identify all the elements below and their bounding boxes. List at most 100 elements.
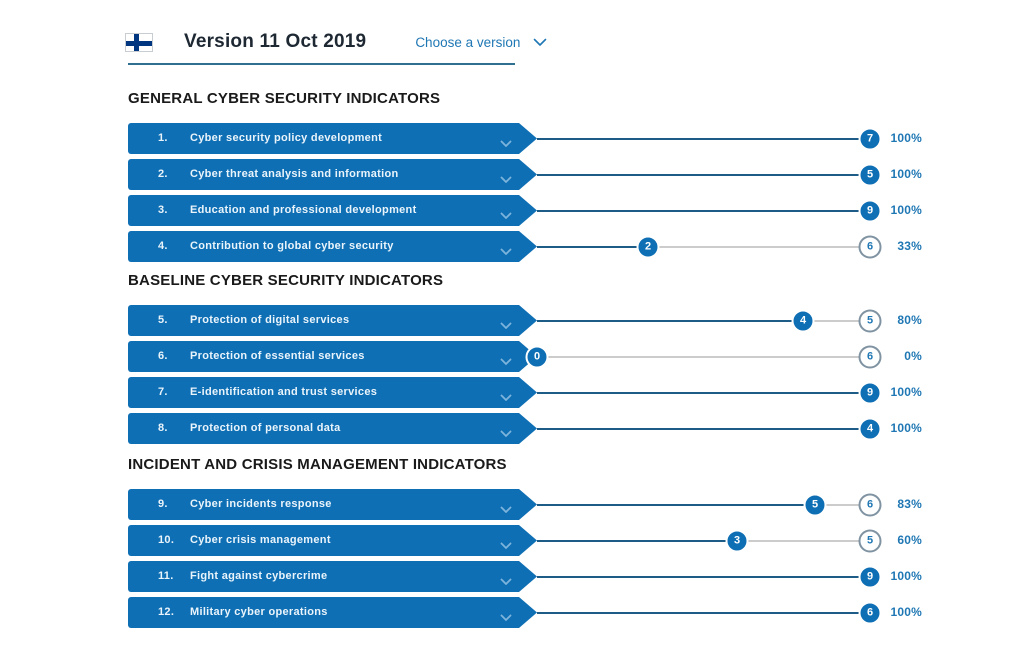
score-track: 9	[537, 561, 882, 592]
score-percentage: 100%	[890, 167, 922, 181]
score-track: 9	[537, 195, 882, 226]
score-badge: 9	[858, 565, 882, 588]
score-percentage: 100%	[890, 421, 922, 435]
score-badge: 4	[858, 417, 882, 440]
chevron-down-icon	[500, 573, 512, 591]
indicator-number: 1.	[158, 132, 168, 144]
indicator-label: Cyber threat analysis and information	[190, 168, 399, 180]
chevron-down-icon	[500, 243, 512, 261]
indicator-list: 1. Cyber security policy development 7 1…	[128, 123, 928, 262]
indicator-bar[interactable]: 6. Protection of essential services	[128, 341, 537, 372]
indicator-number: 10.	[158, 534, 175, 546]
score-percentage: 100%	[890, 203, 922, 217]
score-percentage: 0%	[904, 349, 922, 363]
score-badge: 3	[725, 529, 749, 552]
indicator-bar[interactable]: 7. E-identification and trust services	[128, 377, 537, 408]
indicator-row: 1. Cyber security policy development 7 1…	[128, 123, 928, 154]
indicator-row: 6. Protection of essential services 0 6 …	[128, 341, 928, 372]
indicator-bar[interactable]: 4. Contribution to global cyber security	[128, 231, 537, 262]
chevron-down-icon	[534, 38, 547, 46]
score-track: 4	[537, 413, 882, 444]
finland-flag-icon	[125, 32, 153, 52]
section-title: BASELINE CYBER SECURITY INDICATORS	[128, 272, 444, 289]
indicator-bar[interactable]: 11. Fight against cybercrime	[128, 561, 537, 592]
score-percentage: 80%	[897, 313, 922, 327]
score-line-filled	[537, 137, 870, 140]
chevron-down-icon	[500, 207, 512, 225]
indicator-bar[interactable]: 8. Protection of personal data	[128, 413, 537, 444]
indicator-row: 10. Cyber crisis management 3 5 60%	[128, 525, 928, 556]
score-line-remaining	[537, 355, 870, 358]
score-track: 6	[537, 597, 882, 628]
chevron-down-icon	[500, 317, 512, 335]
chevron-down-icon	[500, 135, 512, 153]
indicator-label: Fight against cybercrime	[190, 570, 328, 582]
section-title: INCIDENT AND CRISIS MANAGEMENT INDICATOR…	[128, 456, 507, 473]
score-track: 2 6	[537, 231, 882, 262]
score-line-remaining	[737, 539, 870, 542]
score-line-filled	[537, 427, 870, 430]
indicator-list: 9. Cyber incidents response 5 6 83% 10. …	[128, 489, 928, 628]
indicator-row: 12. Military cyber operations 6 100%	[128, 597, 928, 628]
indicator-number: 11.	[158, 570, 174, 582]
indicator-bar[interactable]: 9. Cyber incidents response	[128, 489, 537, 520]
indicator-bar[interactable]: 3. Education and professional developmen…	[128, 195, 537, 226]
indicator-bar[interactable]: 12. Military cyber operations	[128, 597, 537, 628]
indicator-row: 5. Protection of digital services 4 5 80…	[128, 305, 928, 336]
max-score-badge: 6	[858, 345, 882, 368]
indicator-row: 8. Protection of personal data 4 100%	[128, 413, 928, 444]
indicator-number: 7.	[158, 386, 168, 398]
score-track: 4 5	[537, 305, 882, 336]
indicator-label: Protection of digital services	[190, 314, 350, 326]
indicator-label: E-identification and trust services	[190, 386, 378, 398]
score-track: 5	[537, 159, 882, 190]
score-line-filled	[537, 209, 870, 212]
score-badge: 0	[525, 345, 549, 368]
flag-cross-vertical	[134, 33, 139, 51]
score-line-filled	[537, 611, 870, 614]
indicator-bar[interactable]: 10. Cyber crisis management	[128, 525, 537, 556]
choose-version-label: Choose a version	[415, 34, 521, 50]
score-badge: 6	[858, 601, 882, 624]
indicator-bar[interactable]: 5. Protection of digital services	[128, 305, 537, 336]
indicator-number: 6.	[158, 350, 168, 362]
score-badge: 5	[858, 163, 882, 186]
score-line-remaining	[648, 245, 870, 248]
score-badge: 9	[858, 199, 882, 222]
chevron-down-icon	[500, 353, 512, 371]
score-badge: 4	[791, 309, 815, 332]
indicator-row: 7. E-identification and trust services 9…	[128, 377, 928, 408]
page-content: Version 11 Oct 2019 Choose a version GEN…	[125, 0, 928, 633]
score-track: 3 5	[537, 525, 882, 556]
indicator-row: 4. Contribution to global cyber security…	[128, 231, 928, 262]
score-line-filled	[537, 503, 815, 506]
indicator-label: Protection of personal data	[190, 422, 341, 434]
score-track: 5 6	[537, 489, 882, 520]
section-title: GENERAL CYBER SECURITY INDICATORS	[128, 90, 441, 107]
score-line-filled	[537, 539, 737, 542]
chevron-down-icon	[500, 537, 512, 555]
indicator-label: Cyber security policy development	[190, 132, 383, 144]
indicator-number: 5.	[158, 314, 168, 326]
indicator-bar[interactable]: 2. Cyber threat analysis and information	[128, 159, 537, 190]
indicator-number: 2.	[158, 168, 168, 180]
score-badge: 5	[803, 493, 827, 516]
indicator-number: 3.	[158, 204, 168, 216]
chevron-down-icon	[500, 501, 512, 519]
score-percentage: 33%	[897, 239, 922, 253]
score-percentage: 100%	[890, 569, 922, 583]
indicator-bar[interactable]: 1. Cyber security policy development	[128, 123, 537, 154]
indicator-row: 2. Cyber threat analysis and information…	[128, 159, 928, 190]
score-track: 0 6	[525, 341, 882, 372]
section-baseline: BASELINE CYBER SECURITY INDICATORS 5. Pr…	[128, 273, 928, 444]
max-score-badge: 6	[858, 493, 882, 516]
version-header: Version 11 Oct 2019 Choose a version	[125, 30, 928, 54]
indicator-label: Contribution to global cyber security	[190, 240, 394, 252]
chevron-down-icon	[500, 389, 512, 407]
indicator-row: 11. Fight against cybercrime 9 100%	[128, 561, 928, 592]
choose-version-dropdown[interactable]: Choose a version	[415, 35, 547, 50]
score-percentage: 100%	[890, 385, 922, 399]
indicator-list: 5. Protection of digital services 4 5 80…	[128, 305, 928, 444]
indicator-label: Protection of essential services	[190, 350, 365, 362]
